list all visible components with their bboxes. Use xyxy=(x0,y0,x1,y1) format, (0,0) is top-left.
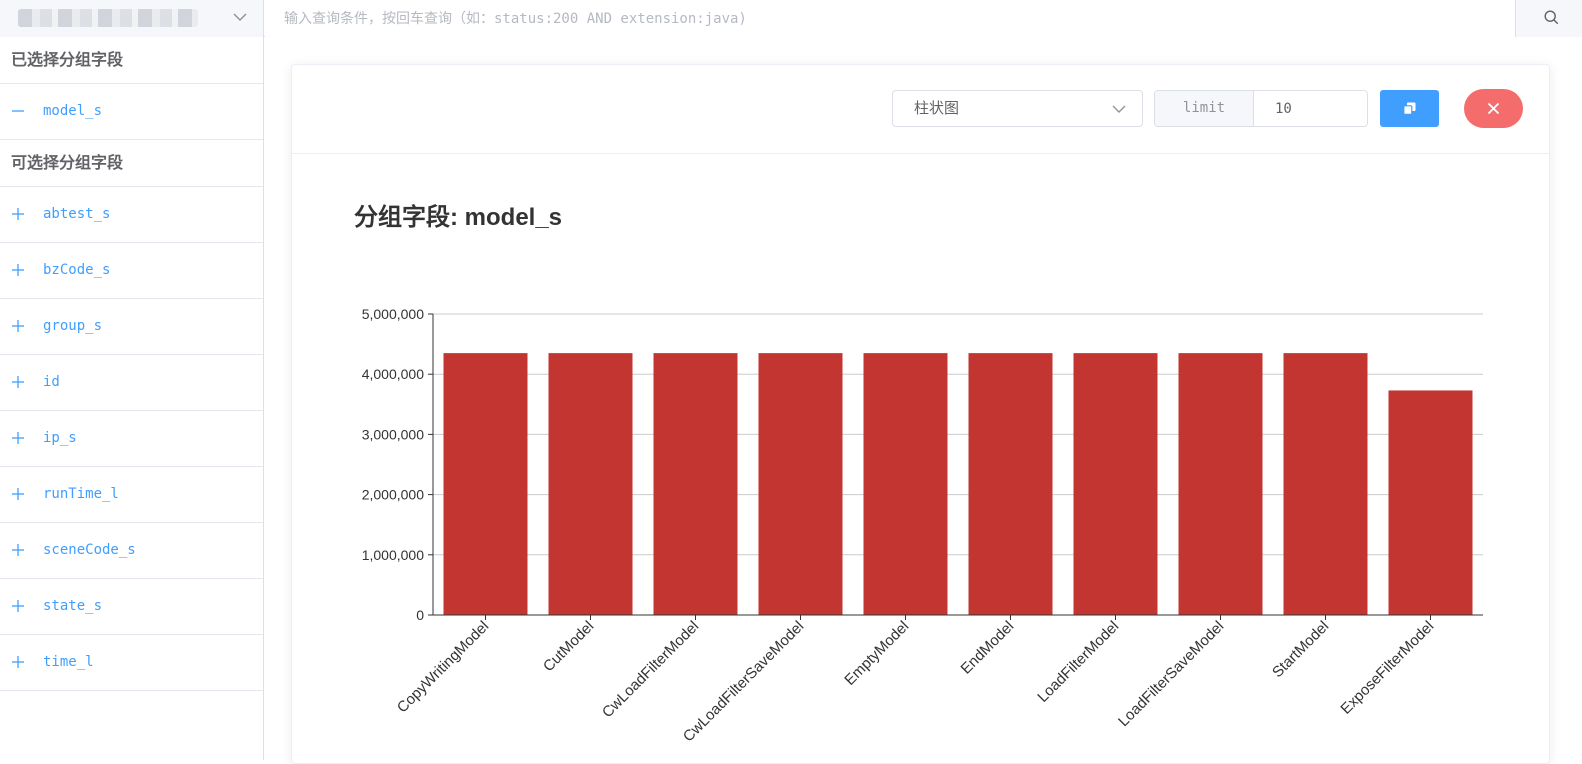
plus-icon xyxy=(12,376,24,388)
bar[interactable] xyxy=(758,353,843,615)
x-tick-label: EndModel xyxy=(958,618,1018,678)
chart-toolbar: 柱状图 limit xyxy=(292,65,1549,154)
plus-icon xyxy=(12,488,24,500)
field-item[interactable]: group_s xyxy=(0,299,263,355)
selected-fields-list: model_s xyxy=(0,84,263,140)
chevron-down-icon xyxy=(1112,105,1126,113)
bar-chart: 分组字段: model_s 0 1,000,000 2,000,000 3,000,0… xyxy=(354,203,1483,746)
main-content: 柱状图 limit xyxy=(264,37,1582,764)
copy-icon xyxy=(1403,102,1416,115)
close-button[interactable] xyxy=(1464,89,1523,128)
field-item[interactable]: model_s xyxy=(0,84,263,140)
field-item[interactable]: abtest_s xyxy=(0,187,263,243)
query-input[interactable] xyxy=(265,0,1515,37)
field-item[interactable]: bzCode_s xyxy=(0,243,263,299)
plus-icon xyxy=(12,544,24,556)
search-icon xyxy=(1544,10,1559,25)
limit-input-group: limit xyxy=(1154,90,1368,127)
bar[interactable] xyxy=(968,353,1053,615)
chart-title: 分组字段: model_s xyxy=(354,203,562,231)
bar[interactable] xyxy=(443,353,528,615)
minus-icon xyxy=(12,110,24,112)
chart-type-value: 柱状图 xyxy=(914,99,960,117)
field-label: sceneCode_s xyxy=(43,542,136,558)
bar[interactable] xyxy=(1073,353,1158,615)
field-label: state_s xyxy=(43,598,103,614)
field-item[interactable]: sceneCode_s xyxy=(0,523,263,579)
plus-icon xyxy=(12,320,24,332)
bar[interactable] xyxy=(1283,353,1368,615)
search-button[interactable] xyxy=(1515,0,1582,37)
x-tick-label: StartModel xyxy=(1269,618,1332,681)
bar[interactable] xyxy=(653,353,738,615)
plus-icon xyxy=(12,208,24,220)
y-tick-label: 2,000,000 xyxy=(362,487,424,503)
top-bar xyxy=(0,0,1582,37)
bar[interactable] xyxy=(548,353,633,615)
close-icon xyxy=(1487,102,1500,115)
x-tick-label: LoadFilterModel xyxy=(1034,618,1122,706)
plus-icon xyxy=(12,600,24,612)
x-tick-label: CwLoadFilterSaveModel xyxy=(680,618,808,746)
field-label: time_l xyxy=(43,654,94,670)
group-field-sidebar: 已选择分组字段 model_s 可选择分组字段 abtest_s bzCode_s… xyxy=(0,37,264,760)
copy-button[interactable] xyxy=(1380,90,1439,127)
selected-fields-title: 已选择分组字段 xyxy=(0,37,263,84)
field-label: runTime_l xyxy=(43,486,119,502)
y-tick-label: 1,000,000 xyxy=(362,547,424,563)
x-tick-label: CwLoadFilterModel xyxy=(599,618,702,721)
plus-icon xyxy=(12,656,24,668)
x-tick-label: EmptyModel xyxy=(841,618,912,689)
limit-label: limit xyxy=(1155,91,1254,126)
plus-icon xyxy=(12,432,24,444)
field-label: abtest_s xyxy=(43,206,111,222)
bar[interactable] xyxy=(863,353,948,615)
available-fields-title: 可选择分组字段 xyxy=(0,140,263,187)
bar[interactable] xyxy=(1388,390,1473,615)
x-tick-label: CopyWritingModel xyxy=(394,618,492,716)
field-item[interactable]: id xyxy=(0,355,263,411)
x-tick-label: ExposeFilterModel xyxy=(1337,618,1437,718)
x-tick-label: CutModel xyxy=(540,618,597,675)
field-item[interactable]: time_l xyxy=(0,635,263,691)
y-tick-label: 4,000,000 xyxy=(362,366,424,382)
field-item[interactable]: ip_s xyxy=(0,411,263,467)
field-label: model_s xyxy=(43,103,103,119)
field-label: bzCode_s xyxy=(43,262,111,278)
index-select[interactable] xyxy=(0,0,264,37)
y-tick-label: 3,000,000 xyxy=(362,426,424,442)
chevron-down-icon xyxy=(233,13,247,22)
field-label: ip_s xyxy=(43,430,77,446)
bar[interactable] xyxy=(1178,353,1263,615)
chart-type-select[interactable]: 柱状图 xyxy=(892,90,1143,127)
y-tick-label: 5,000,000 xyxy=(362,306,424,322)
field-item[interactable]: runTime_l xyxy=(0,467,263,523)
field-label: group_s xyxy=(43,318,103,334)
field-label: id xyxy=(43,374,60,390)
y-tick-label: 0 xyxy=(416,607,424,623)
index-name-blurred xyxy=(18,9,198,27)
limit-input[interactable] xyxy=(1255,91,1367,126)
plus-icon xyxy=(12,264,24,276)
chart-card: 柱状图 limit xyxy=(291,64,1550,764)
x-tick-label: LoadFilterSaveModel xyxy=(1115,618,1227,730)
field-item[interactable]: state_s xyxy=(0,579,263,635)
